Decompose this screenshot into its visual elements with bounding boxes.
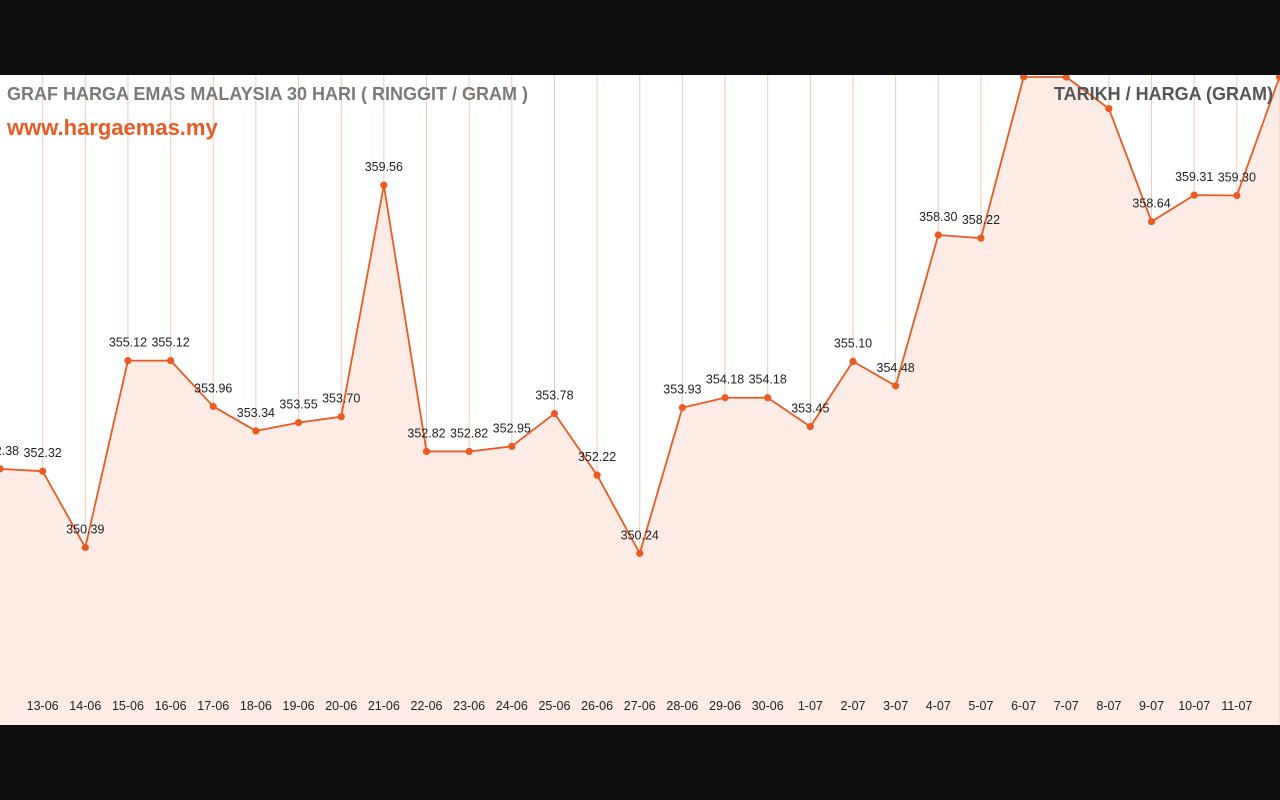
x-tick-label-1-07: 1-07 [798, 699, 823, 713]
x-tick-label-15-06: 15-06 [112, 699, 144, 713]
value-label-30-06: 354.18 [749, 373, 787, 387]
value-label-24-06: 352.95 [493, 421, 531, 435]
x-tick-label-9-07: 9-07 [1139, 699, 1164, 713]
x-tick-label-21-06: 21-06 [368, 699, 400, 713]
data-point-7-07 [1062, 75, 1070, 81]
x-tick-label-29-06: 29-06 [709, 699, 741, 713]
data-point-6-07 [1020, 75, 1028, 81]
value-label-23-06: 352.82 [450, 426, 488, 440]
site-link[interactable]: www.hargaemas.my [7, 115, 218, 140]
data-point-3-07 [892, 382, 900, 390]
x-tick-label-19-06: 19-06 [283, 699, 315, 713]
value-label-4-07: 358.30 [919, 210, 957, 224]
x-tick-label-5-07: 5-07 [968, 699, 993, 713]
x-tick-label-8-07: 8-07 [1096, 699, 1121, 713]
x-tick-label-23-06: 23-06 [453, 699, 485, 713]
data-point-16-06 [167, 357, 175, 365]
x-tick-label-11-07: 11-07 [1221, 699, 1252, 713]
data-point-23-06 [465, 447, 473, 456]
x-tick-label-13-06: 13-06 [27, 699, 59, 713]
x-tick-label-16-06: 16-06 [155, 699, 187, 713]
value-label-9-07: 358.64 [1132, 197, 1170, 211]
value-label-17-06: 353.96 [194, 381, 232, 395]
value-label-29-06: 354.18 [706, 373, 744, 387]
x-tick-label-6-07: 6-07 [1011, 699, 1036, 713]
data-point-27-06 [636, 549, 644, 557]
value-label-19-06: 353.55 [279, 398, 317, 412]
value-label-27-06: 350.24 [621, 528, 659, 542]
x-tick-label-28-06: 28-06 [666, 699, 698, 713]
data-point-12-06 [0, 465, 4, 473]
x-tick-label-14-06: 14-06 [69, 699, 101, 713]
value-label-13-06: 352.32 [24, 446, 62, 460]
x-tick-label-30-06: 30-06 [752, 699, 784, 713]
value-label-22-06: 352.82 [407, 426, 445, 440]
value-label-15-06: 355.12 [109, 336, 147, 350]
data-point-29-06 [721, 394, 729, 402]
value-label-14-06: 350.39 [66, 522, 104, 536]
data-point-12-07 [1275, 75, 1280, 81]
data-point-20-06 [337, 413, 345, 421]
data-point-22-06 [422, 447, 431, 456]
data-point-24-06 [508, 442, 516, 450]
value-label-28-06: 353.93 [663, 383, 701, 397]
data-point-5-07 [977, 234, 985, 242]
x-axis-ticks: 13-06 14-06 15-06 16-06 17-06 18-06 19-06 20-06… [27, 699, 1253, 713]
value-label-21-06: 359.56 [365, 160, 403, 174]
value-label-16-06: 355.12 [151, 336, 189, 350]
x-tick-label-18-06: 18-06 [240, 699, 272, 713]
x-tick-label-20-06: 20-06 [325, 699, 357, 713]
value-label-26-06: 352.22 [578, 450, 616, 464]
x-tick-label-4-07: 4-07 [926, 699, 951, 713]
chart-area: 352.38 352.32 350.39 355.12 355.12 353.96 353.… [0, 75, 1280, 725]
area-fill-shape [0, 77, 1280, 725]
data-point-15-06 [124, 357, 132, 365]
data-point-4-07 [934, 231, 942, 239]
x-tick-label-25-06: 25-06 [538, 699, 570, 713]
data-point-18-06 [252, 427, 260, 435]
x-tick-label-3-07: 3-07 [883, 699, 908, 713]
data-point-26-06 [593, 471, 601, 479]
value-label-1-07: 353.45 [791, 402, 829, 416]
x-tick-label-27-06: 27-06 [624, 699, 656, 713]
data-point-2-07 [849, 357, 857, 365]
data-point-19-06 [294, 419, 303, 427]
data-point-8-07 [1105, 105, 1113, 113]
data-point-28-06 [678, 404, 687, 412]
legend-label: TARIKH / HARGA (GRAM) [1054, 84, 1273, 104]
x-tick-label-26-06: 26-06 [581, 699, 613, 713]
data-point-14-06 [81, 543, 89, 552]
data-point-10-07 [1190, 191, 1198, 199]
data-point-17-06 [209, 402, 217, 411]
value-label-12-06: 352.38 [0, 444, 19, 458]
chart-title: GRAF HARGA EMAS MALAYSIA 30 HARI ( RINGG… [7, 84, 529, 104]
value-label-18-06: 353.34 [237, 406, 275, 420]
x-tick-label-17-06: 17-06 [197, 699, 229, 713]
value-label-25-06: 353.78 [535, 389, 573, 403]
data-point-1-07 [806, 422, 814, 431]
value-label-11-07: 359.30 [1218, 171, 1256, 185]
value-label-20-06: 353.70 [322, 392, 360, 406]
x-tick-label-22-06: 22-06 [411, 699, 443, 713]
x-tick-label-10-07: 10-07 [1178, 699, 1210, 713]
data-point-13-06 [39, 467, 47, 475]
data-point-25-06 [550, 409, 559, 418]
x-tick-label-24-06: 24-06 [496, 699, 528, 713]
area-fill [0, 77, 1280, 725]
x-tick-label-7-07: 7-07 [1054, 699, 1079, 713]
value-labels: 352.38 352.32 350.39 355.12 355.12 353.96 353.… [0, 160, 1256, 542]
value-label-2-07: 355.10 [834, 336, 872, 350]
value-label-3-07: 354.48 [877, 361, 915, 375]
data-point-11-07 [1233, 191, 1241, 200]
data-point-30-06 [764, 394, 772, 402]
data-point-9-07 [1147, 217, 1156, 226]
data-points [0, 75, 1280, 557]
x-tick-label-2-07: 2-07 [840, 699, 865, 713]
value-label-10-07: 359.31 [1175, 170, 1213, 184]
data-point-21-06 [380, 181, 388, 189]
gold-price-chart: 352.38 352.32 350.39 355.12 355.12 353.96 353.… [0, 75, 1280, 725]
value-label-5-07: 358.22 [962, 213, 1000, 227]
